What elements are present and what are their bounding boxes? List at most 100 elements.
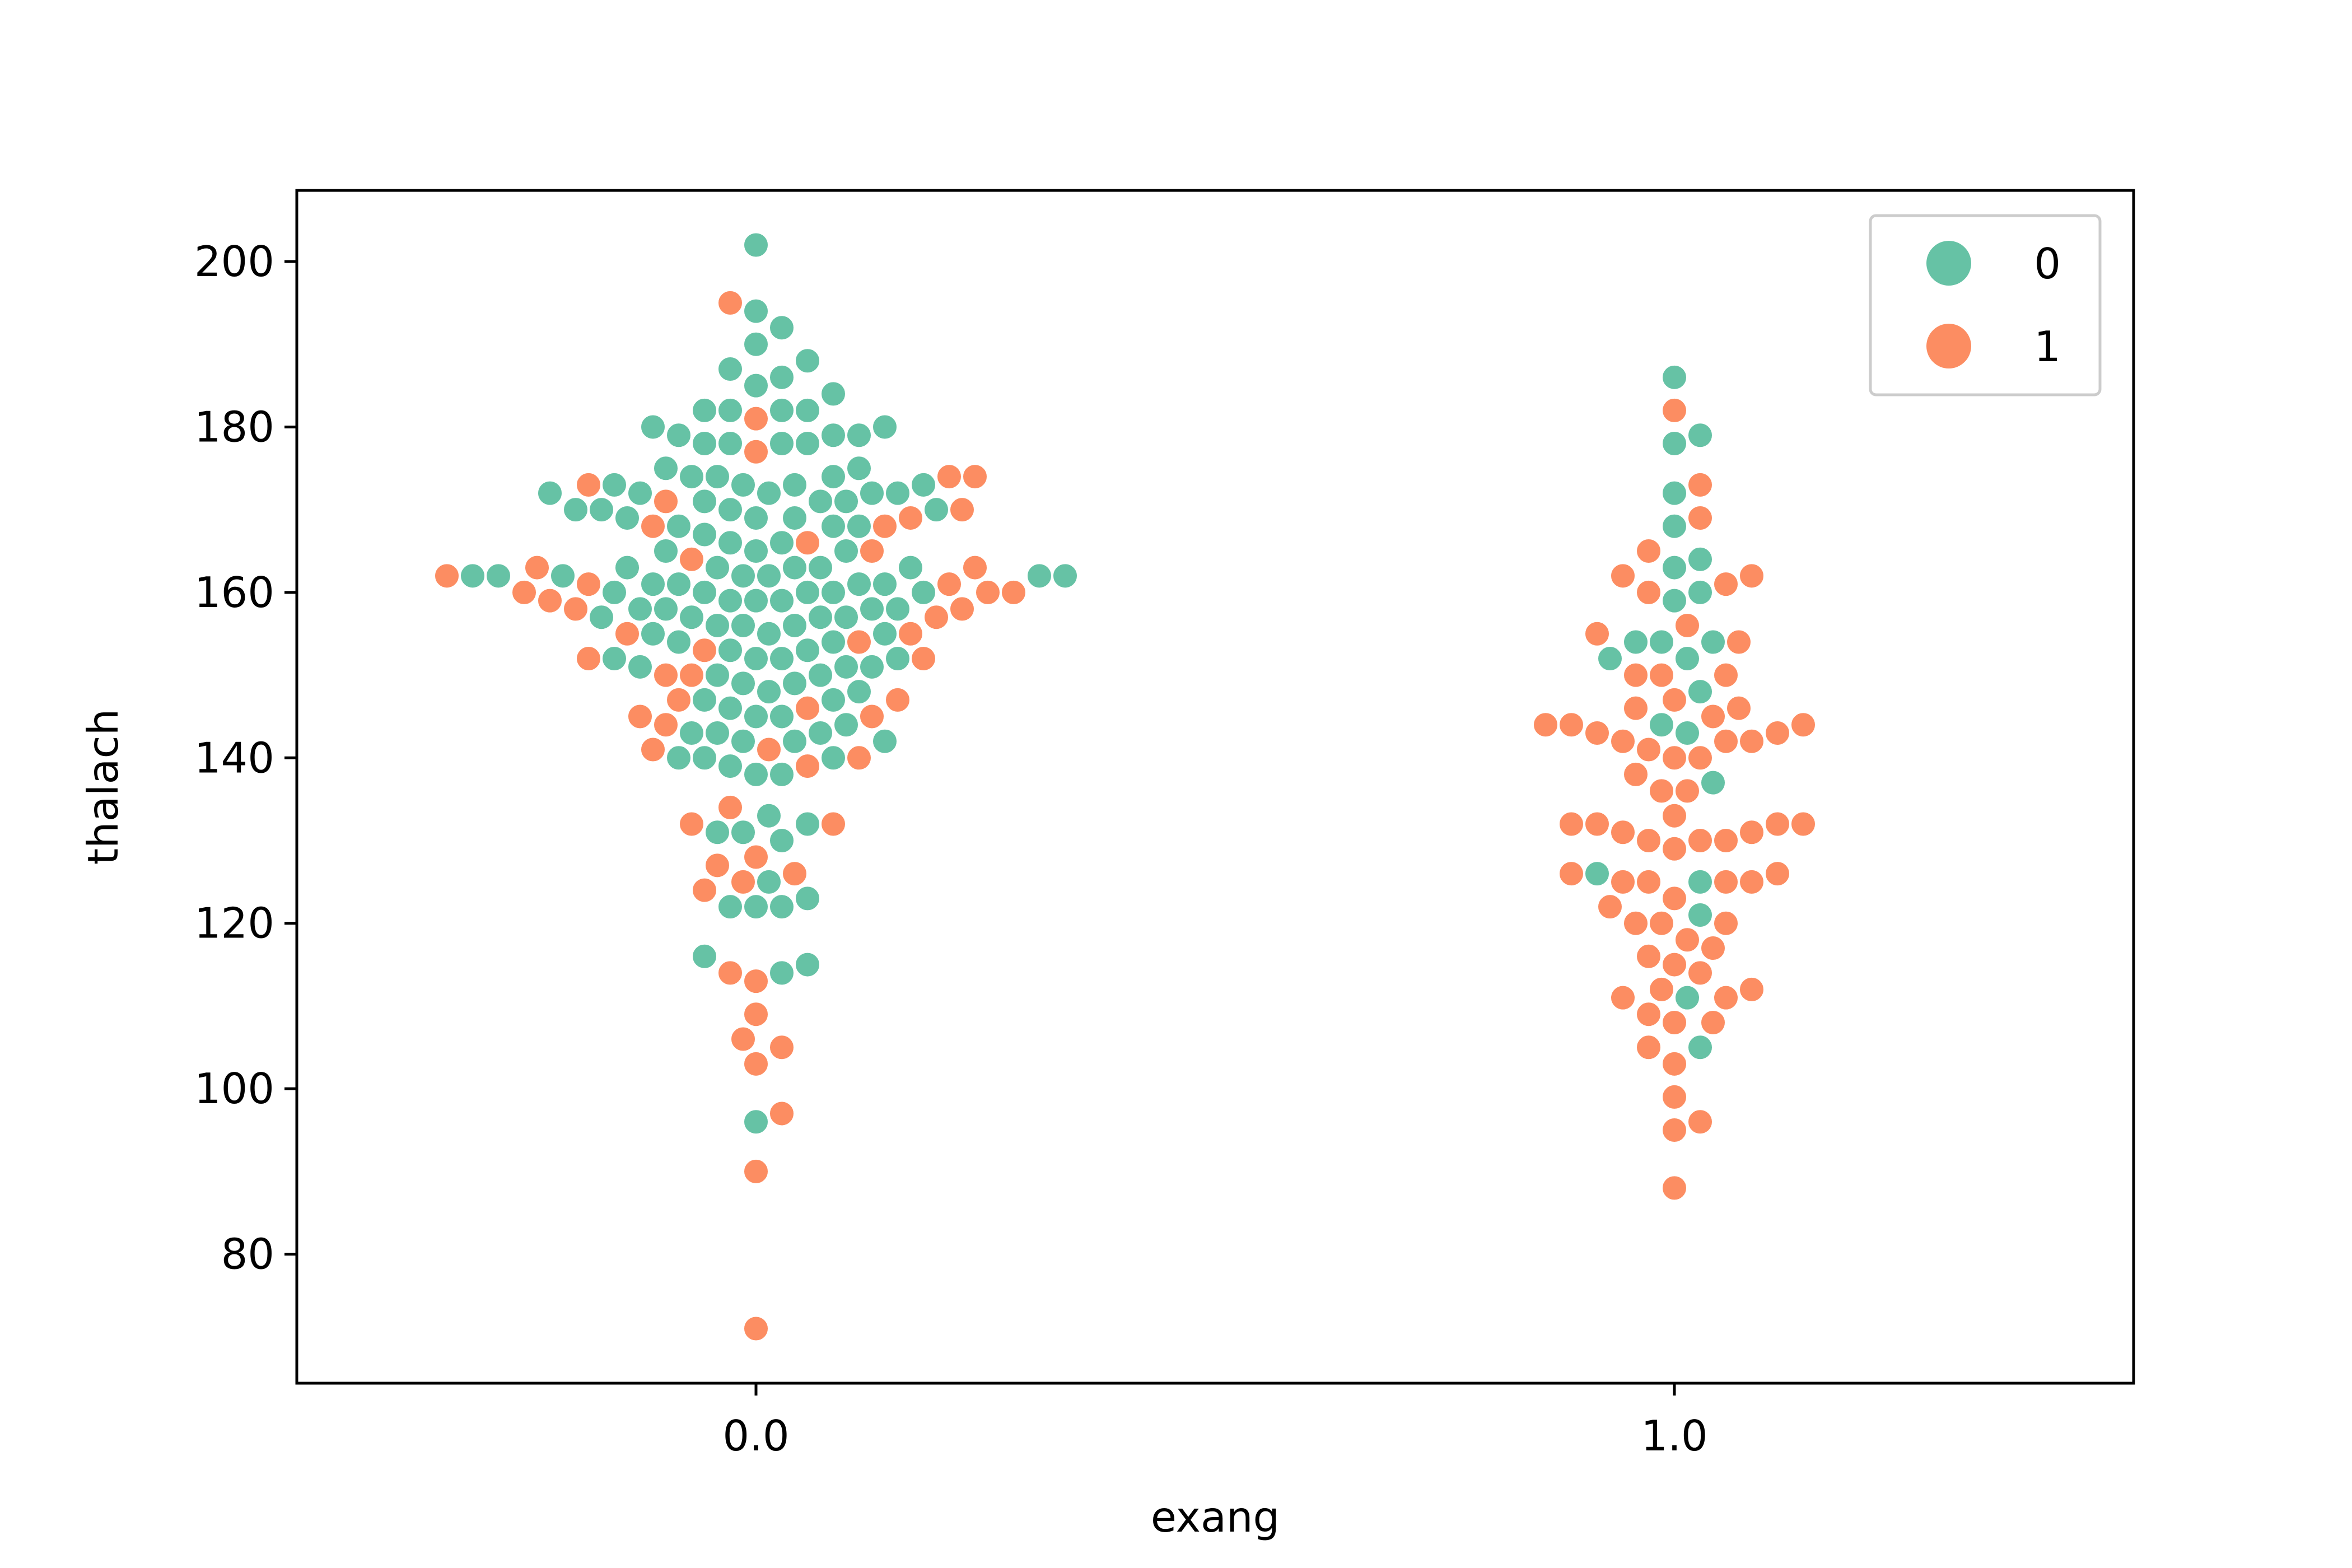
data-point-0 [601,646,627,672]
data-point-0 [782,612,808,638]
data-point-1 [1739,976,1765,1002]
data-point-1 [1687,1109,1713,1135]
data-point-0 [653,538,679,564]
data-point-0 [769,703,795,730]
data-point-1 [1662,687,1687,713]
data-point-0 [743,646,769,672]
data-point-0 [756,620,782,647]
data-point-1 [743,1315,769,1342]
data-point-1 [1636,1034,1662,1061]
y-tick-label: 180 [194,402,274,451]
data-point-1 [640,736,666,763]
data-point-0 [743,505,769,531]
data-point-1 [653,488,679,515]
data-point-0 [730,563,756,589]
data-point-0 [717,356,743,382]
data-point-0 [692,943,717,969]
data-point-0 [692,745,717,771]
legend-frame [1869,214,2102,396]
data-point-0 [627,480,653,506]
data-point-1 [962,554,988,581]
data-point-0 [666,629,692,655]
data-point-0 [640,414,666,440]
data-point-1 [1790,811,1816,837]
data-point-1 [1636,538,1662,564]
data-point-1 [743,968,769,995]
data-point-1 [1636,943,1662,969]
data-point-0 [717,530,743,556]
data-point-1 [1713,984,1739,1011]
data-point-0 [795,811,820,837]
data-point-1 [1649,662,1674,688]
plot-frame [295,189,2135,1385]
data-point-0 [1662,554,1687,581]
data-point-1 [885,687,911,713]
data-point-1 [975,579,1001,605]
data-point-0 [808,662,833,688]
data-point-1 [1623,662,1649,688]
data-point-0 [769,761,795,787]
data-point-1 [1713,869,1739,895]
data-point-1 [1687,745,1713,771]
data-point-0 [704,819,730,846]
data-point-0 [872,620,898,647]
data-point-1 [1636,869,1662,895]
data-point-0 [589,604,614,631]
data-point-1 [1636,579,1662,605]
legend-marker-0 [1926,241,1971,286]
data-point-0 [820,513,846,539]
data-point-1 [769,1100,795,1127]
data-point-0 [743,298,769,324]
data-point-0 [1597,646,1623,672]
data-point-0 [486,563,511,589]
data-point-0 [795,637,820,664]
data-point-0 [563,497,589,523]
data-point-0 [601,472,627,498]
data-point-1 [743,844,769,870]
data-point-1 [717,960,743,986]
data-point-0 [627,596,653,622]
data-point-0 [833,654,859,680]
data-point-0 [769,397,795,423]
data-point-0 [808,554,833,581]
data-point-0 [743,894,769,920]
data-point-0 [692,521,717,548]
data-point-0 [1687,679,1713,705]
data-point-1 [692,877,717,903]
x-tick-label: 1.0 [1641,1411,1707,1460]
data-point-0 [769,828,795,854]
data-point-1 [1726,695,1752,721]
y-tick-label: 80 [221,1230,274,1279]
data-point-0 [846,679,872,705]
data-point-1 [756,736,782,763]
data-point-0 [1687,546,1713,572]
data-point-0 [666,571,692,598]
data-point-1 [1765,861,1790,887]
legend-marker-1 [1926,324,1971,368]
data-point-1 [1662,1009,1687,1035]
data-point-0 [743,1109,769,1135]
data-point-1 [1765,811,1790,837]
data-point-1 [1636,828,1662,854]
data-point-0 [717,637,743,664]
data-point-1 [936,464,962,490]
data-point-1 [1610,984,1636,1011]
data-point-0 [717,430,743,456]
data-point-0 [782,554,808,581]
data-point-0 [730,472,756,498]
data-point-0 [769,430,795,456]
data-point-0 [743,538,769,564]
data-point-0 [756,869,782,895]
data-point-0 [1052,563,1078,589]
data-point-1 [537,587,563,614]
data-point-1 [653,662,679,688]
data-point-1 [782,861,808,887]
data-point-1 [1597,894,1623,920]
data-point-0 [717,894,743,920]
data-point-0 [795,885,820,912]
data-point-1 [911,646,936,672]
data-point-1 [717,290,743,316]
data-point-0 [1662,513,1687,539]
y-tick-label: 160 [194,568,274,617]
data-point-1 [1739,869,1765,895]
